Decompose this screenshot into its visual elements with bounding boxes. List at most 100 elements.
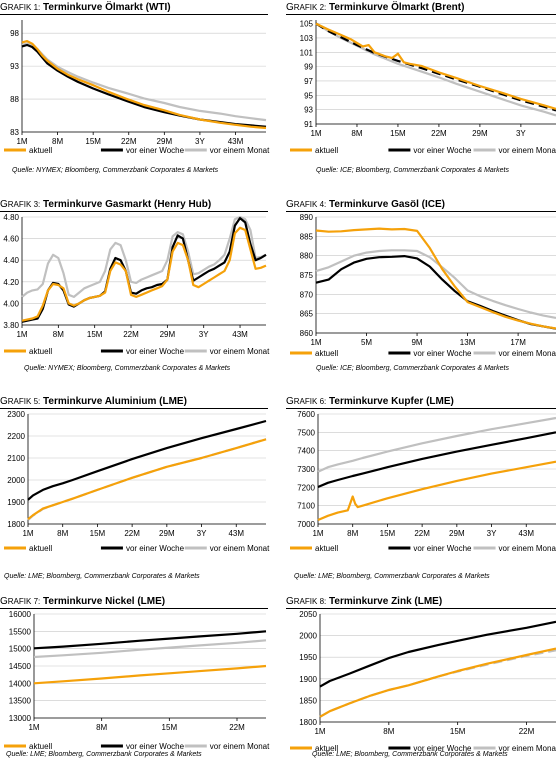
chart-panel-3: GRAFIK 3: Terminkurve Gasmarkt (Henry Hu… xyxy=(0,197,270,377)
y-tick-label: 1950 xyxy=(299,653,317,662)
series-line-aktuell xyxy=(317,460,556,522)
x-tick-label: 22M xyxy=(123,330,139,339)
legend-label-monat: vor einem Monat xyxy=(210,347,270,356)
x-tick-label: 1M xyxy=(312,529,323,538)
y-tick-label: 4.00 xyxy=(3,299,19,308)
legend-label-monat: vor einem Monat xyxy=(499,544,556,553)
source-note: Quelle: ICE; Bloomberg, Commerzbank Corp… xyxy=(316,167,509,174)
title-rule xyxy=(286,211,556,212)
x-tick-label: 1M xyxy=(16,137,27,146)
y-tick-label: 875 xyxy=(300,271,314,280)
series-line-monat xyxy=(315,249,556,319)
series-line-aktuell xyxy=(315,227,556,330)
y-tick-label: 4.60 xyxy=(3,235,19,244)
y-tick-label: 16000 xyxy=(9,610,32,619)
title-rule xyxy=(0,608,268,609)
y-tick-label: 83 xyxy=(10,128,19,137)
x-tick-label: 22M xyxy=(229,723,245,732)
series-line-woche xyxy=(319,620,556,688)
y-tick-label: 15000 xyxy=(9,645,32,654)
y-tick-label: 7600 xyxy=(297,410,315,419)
x-tick-label: 22M xyxy=(124,529,140,538)
chart-title: GRAFIK 8: Terminkurve Zink (LME) xyxy=(286,596,443,607)
x-tick-label: 15M xyxy=(450,727,466,736)
y-tick-label: 4.80 xyxy=(3,213,19,222)
y-tick-label: 91 xyxy=(304,120,313,129)
chart-svg: 13000 13500 14000 14500 15000 15500 16000 1M 8M 1… xyxy=(4,610,270,751)
series-line-woche xyxy=(27,419,267,501)
x-tick-label: 3Y xyxy=(487,529,497,538)
y-tick-label: 93 xyxy=(304,106,313,115)
series-line-woche xyxy=(33,630,267,650)
chart-title: GRAFIK 4: Terminkurve Gasöl (ICE) xyxy=(286,199,445,210)
y-tick-label: 15500 xyxy=(9,627,32,636)
x-tick-label: 1M xyxy=(310,129,321,138)
legend-label-woche: vor einer Woche xyxy=(126,742,185,751)
legend-label-woche: vor einer Woche xyxy=(126,146,185,155)
y-tick-label: 1900 xyxy=(299,675,317,684)
series-line-aktuell xyxy=(33,664,267,685)
series-line-aktuell xyxy=(315,22,556,110)
series-line-monat xyxy=(33,639,267,659)
chart-title: GRAFIK 7: Terminkurve Nickel (LME) xyxy=(0,596,166,607)
y-tick-label: 1800 xyxy=(299,718,317,727)
y-tick-label: 2000 xyxy=(7,476,25,485)
y-tick-label: 13500 xyxy=(9,697,32,706)
source-note: Quelle: ICE; Bloomberg, Commerzbank Corp… xyxy=(316,365,509,372)
chart-svg: 860 865 870 875 880 885 890 1M 5M 9M 13M 17M aktuell… xyxy=(290,213,556,358)
chart-title: GRAFIK 5: Terminkurve Aluminium (LME) xyxy=(0,396,187,407)
y-tick-label: 870 xyxy=(300,290,314,299)
x-tick-label: 3Y xyxy=(197,529,207,538)
x-tick-label: 8M xyxy=(53,330,64,339)
series-line-aktuell xyxy=(27,438,267,521)
y-tick-label: 88 xyxy=(10,95,19,104)
source-note: Quelle: LME; Bloomberg, Commerzbank Corp… xyxy=(294,573,490,580)
title-rule xyxy=(0,408,268,409)
title-rule xyxy=(286,408,556,409)
series-line-woche xyxy=(317,431,556,489)
chart-panel-4: GRAFIK 4: Terminkurve Gasöl (ICE) 860 865… xyxy=(286,197,556,377)
y-tick-label: 1850 xyxy=(299,696,317,705)
chart-title: GRAFIK 1: Terminkurve Ölmarkt (WTI) xyxy=(0,2,171,13)
y-tick-label: 103 xyxy=(300,34,314,43)
legend-label-aktuell: aktuell xyxy=(29,146,52,155)
legend-label-aktuell: aktuell xyxy=(29,347,52,356)
x-tick-label: 8M xyxy=(383,727,394,736)
y-tick-label: 14000 xyxy=(9,679,32,688)
x-tick-label: 22M xyxy=(414,529,430,538)
chart-svg: 91 93 95 97 99 101 103 105 1M 8M 15M 22M 29M 3Y aktuel… xyxy=(290,20,556,155)
chart-title: GRAFIK 3: Terminkurve Gasmarkt (Henry Hu… xyxy=(0,199,212,210)
series-line-woche xyxy=(315,254,556,330)
x-tick-label: 43M xyxy=(518,529,534,538)
legend-label-aktuell: aktuell xyxy=(315,544,338,553)
x-tick-label: 43M xyxy=(232,330,248,339)
x-tick-label: 29M xyxy=(157,137,173,146)
title-rule xyxy=(286,14,556,15)
y-tick-label: 4.40 xyxy=(3,256,19,265)
x-tick-label: 8M xyxy=(52,137,63,146)
chart-title: GRAFIK 6: Terminkurve Kupfer (LME) xyxy=(286,396,454,407)
title-rule xyxy=(0,14,268,15)
series-line-aktuell xyxy=(319,647,556,718)
chart-svg: 1800 1900 2000 2100 2200 2300 1M 8M 15M 22M 29M 3Y 4… xyxy=(4,410,270,553)
source-note: Quelle: LME; Bloomberg, Commerzbank Corp… xyxy=(6,751,202,758)
legend-label-woche: vor einer Woche xyxy=(413,146,472,155)
y-tick-label: 93 xyxy=(10,62,19,71)
chart-panel-2: GRAFIK 2: Terminkurve Ölmarkt (Brent) 91… xyxy=(286,0,556,180)
source-note: Quelle: LME; Bloomberg, Commerzbank Corp… xyxy=(4,573,200,580)
legend-label-woche: vor einer Woche xyxy=(413,744,472,753)
legend-label-aktuell: aktuell xyxy=(29,742,52,751)
x-tick-label: 1M xyxy=(22,529,33,538)
y-tick-label: 2000 xyxy=(299,632,317,641)
source-note: Quelle: NYMEX; Bloomberg, Commerzbank Co… xyxy=(24,365,231,372)
y-tick-label: 95 xyxy=(304,91,313,100)
series-line-monat xyxy=(317,416,556,473)
legend-label-woche: vor einer Woche xyxy=(126,347,185,356)
x-tick-label: 29M xyxy=(472,129,488,138)
legend-label-woche: vor einer Woche xyxy=(413,544,472,553)
chart-svg: 7000 7100 7200 7300 7400 7500 7600 1M 8M 15M 22M 29… xyxy=(290,410,556,553)
legend-label-aktuell: aktuell xyxy=(315,146,338,155)
x-tick-label: 1M xyxy=(314,727,325,736)
source-note: Quelle: LME; Bloomberg, Commerzbank Corp… xyxy=(312,751,508,758)
legend-label-aktuell: aktuell xyxy=(315,744,338,753)
